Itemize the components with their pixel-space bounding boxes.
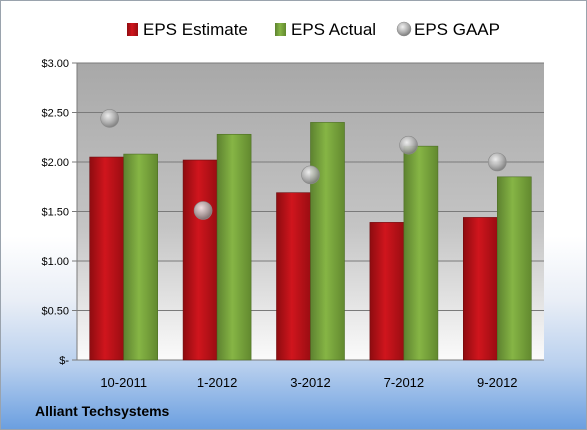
company-name: Alliant Techsystems (35, 403, 170, 419)
y-tick-label: $2.00 (41, 157, 69, 169)
x-tick-label: 1-2012 (197, 375, 237, 390)
x-tick-label: 7-2012 (384, 375, 424, 390)
bar-eps-estimate (89, 156, 124, 361)
x-tick-label: 3-2012 (290, 375, 330, 390)
bar-eps-estimate (369, 222, 405, 361)
legend-label: EPS GAAP (414, 20, 500, 39)
marker-eps-gaap (193, 201, 213, 220)
legend-label: EPS Estimate (143, 20, 248, 39)
y-tick-label: $3.00 (41, 58, 69, 70)
legend-label: EPS Actual (291, 20, 376, 39)
bar-eps-estimate (182, 159, 218, 361)
marker-eps-gaap (100, 109, 119, 128)
y-tick-label: $1.50 (41, 207, 69, 219)
y-tick-label: $0.50 (41, 306, 69, 318)
y-tick-label: $2.50 (41, 108, 69, 120)
legend-swatch (275, 23, 286, 36)
marker-eps-gaap (399, 135, 418, 155)
x-tick-label: 10-2011 (100, 375, 147, 390)
bar-eps-actual (403, 145, 439, 361)
bar-eps-estimate (276, 192, 311, 361)
x-tick-label: 9-2012 (477, 375, 517, 390)
legend-swatch (127, 23, 138, 36)
marker-eps-gaap (301, 165, 320, 185)
bar-eps-actual (310, 122, 345, 361)
bar-eps-actual (496, 176, 532, 361)
y-tick-label: $- (59, 355, 69, 367)
marker-eps-gaap (487, 152, 507, 172)
y-tick-label: $1.00 (41, 256, 69, 268)
legend-marker (396, 21, 412, 37)
bar-eps-actual (123, 153, 158, 361)
bar-eps-estimate (462, 217, 498, 361)
bar-eps-actual (216, 133, 252, 361)
